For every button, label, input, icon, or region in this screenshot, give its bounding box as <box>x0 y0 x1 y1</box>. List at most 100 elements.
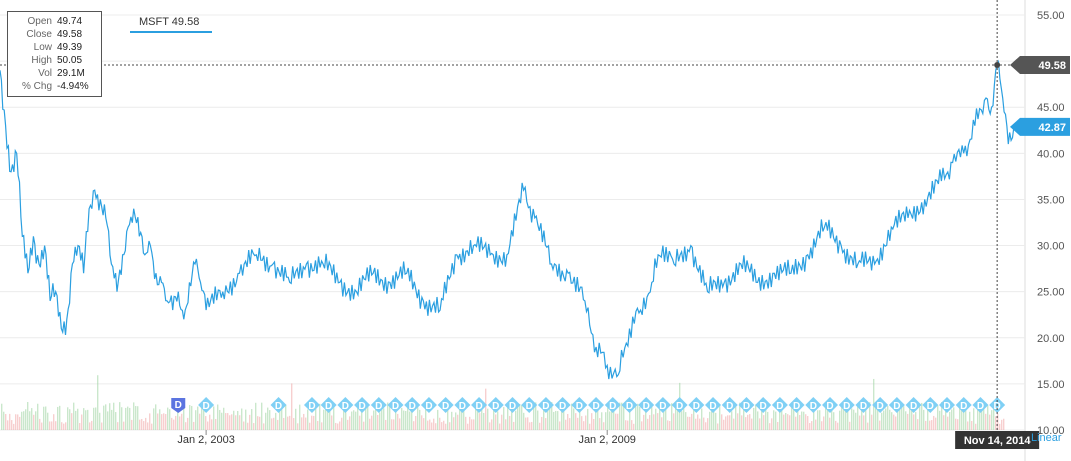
dividend-flag[interactable] <box>905 397 922 413</box>
dividend-flag[interactable] <box>621 397 638 413</box>
dividend-flag[interactable] <box>387 397 404 413</box>
volume-bar <box>41 422 43 430</box>
volume-bar <box>345 412 347 430</box>
volume-bar <box>23 411 25 430</box>
dividend-flag[interactable] <box>404 397 421 413</box>
volume-bar <box>709 411 711 430</box>
volume-bar <box>423 418 425 430</box>
dividend-flag[interactable] <box>721 397 738 413</box>
dividend-flag[interactable] <box>838 397 855 413</box>
volume-bar <box>715 412 717 430</box>
dividend-flag[interactable] <box>337 397 354 413</box>
volume-bar <box>485 388 487 430</box>
dividend-flag[interactable] <box>554 397 571 413</box>
volume-bar <box>333 404 335 430</box>
dividend-flag[interactable] <box>939 397 956 413</box>
volume-bar <box>569 418 571 430</box>
volume-bar <box>489 422 491 430</box>
volume-bar <box>165 414 167 430</box>
dividend-flag[interactable] <box>454 397 471 413</box>
volume-bar <box>353 410 355 430</box>
dividend-flag[interactable] <box>354 397 371 413</box>
volume-bar <box>531 421 533 430</box>
dividend-flag[interactable] <box>872 397 889 413</box>
dividend-flag[interactable] <box>420 397 437 413</box>
volume-bar <box>365 404 367 430</box>
volume-bar <box>875 403 877 430</box>
dividend-flag[interactable] <box>822 397 839 413</box>
volume-bar <box>81 414 83 430</box>
volume-bar <box>357 407 359 430</box>
volume-bar <box>83 408 85 430</box>
dividend-flag[interactable] <box>738 397 755 413</box>
volume-bar <box>273 417 275 430</box>
dividend-flag[interactable] <box>588 397 605 413</box>
volume-bar <box>343 405 345 430</box>
volume-bar <box>169 409 171 430</box>
dividend-flag[interactable] <box>855 397 872 413</box>
volume-bar <box>723 419 725 430</box>
dividend-flag[interactable] <box>198 397 215 413</box>
dividend-flag[interactable] <box>487 397 504 413</box>
dividend-flag[interactable] <box>671 397 688 413</box>
dividend-flag-label: D <box>776 401 783 412</box>
dividend-flag[interactable] <box>771 397 788 413</box>
volume-bar <box>601 412 603 430</box>
dividend-flag[interactable] <box>521 397 538 413</box>
volume-bar <box>609 411 611 430</box>
dividend-flag-label: D <box>409 401 416 412</box>
dividend-flag[interactable] <box>654 397 671 413</box>
dividend-flag[interactable] <box>504 397 521 413</box>
dividend-flag[interactable] <box>705 397 722 413</box>
dividend-flag-label: D <box>843 401 850 412</box>
volume-bar <box>155 404 157 430</box>
dividend-flag[interactable] <box>922 397 939 413</box>
volume-bar <box>27 402 29 430</box>
dividend-flag[interactable] <box>972 397 989 413</box>
volume-bar <box>963 408 965 430</box>
dividend-flag[interactable] <box>888 397 905 413</box>
volume-bar <box>65 422 67 430</box>
dividend-flag[interactable] <box>437 397 454 413</box>
volume-bar <box>275 412 277 430</box>
dividend-flag[interactable] <box>370 397 387 413</box>
dividend-flag[interactable] <box>604 397 621 413</box>
dividend-flag[interactable] <box>955 397 972 413</box>
volume-bar <box>3 411 5 430</box>
volume-bar <box>439 417 441 430</box>
volume-bar <box>337 423 339 430</box>
volume-bar <box>483 412 485 430</box>
volume-bar <box>623 403 625 430</box>
volume-bar <box>447 407 449 430</box>
volume-bar <box>161 414 163 430</box>
dividend-flag[interactable] <box>805 397 822 413</box>
volume-bar <box>579 408 581 430</box>
volume-bar <box>193 421 195 430</box>
dividend-flag[interactable] <box>788 397 805 413</box>
dividend-flag[interactable] <box>320 397 337 413</box>
dividend-flag[interactable] <box>638 397 655 413</box>
dividend-flag[interactable] <box>270 397 287 413</box>
volume-bar <box>277 419 279 430</box>
dividend-flag[interactable] <box>303 397 320 413</box>
dividend-flag[interactable] <box>755 397 772 413</box>
scale-toggle-link[interactable]: Linear <box>1031 432 1062 444</box>
series-legend-tab[interactable]: MSFT 49.58 <box>130 11 212 33</box>
volume-bar <box>1003 418 1005 430</box>
volume-bar <box>973 408 975 430</box>
volume-bar <box>671 403 673 430</box>
earnings-flag[interactable] <box>171 398 186 413</box>
volume-bar <box>475 404 477 430</box>
volume-bar <box>445 423 447 430</box>
volume-bar <box>807 416 809 430</box>
dividend-flag[interactable] <box>688 397 705 413</box>
volume-bar <box>107 411 109 430</box>
dividend-flag[interactable] <box>537 397 554 413</box>
volume-bar <box>319 403 321 430</box>
volume-bar <box>599 418 601 430</box>
tooltip-value: 49.39 <box>57 42 83 53</box>
dividend-flag[interactable] <box>571 397 588 413</box>
dividend-flag[interactable] <box>471 397 488 413</box>
